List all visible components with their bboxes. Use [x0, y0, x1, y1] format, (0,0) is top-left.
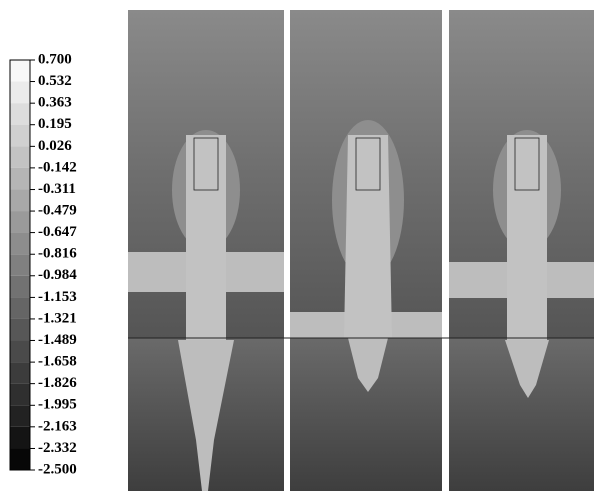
colorbar-band — [10, 125, 30, 147]
colorbar-band — [10, 233, 30, 255]
colorbar-band — [10, 82, 30, 104]
colorbar-band — [10, 297, 30, 319]
figure: 0.700 0.532 0.363 0.195 0.026 -0.142 -0.311 -0.… — [0, 0, 594, 491]
colorbar-band — [10, 405, 30, 427]
colorbar-tick-label: -0.647 — [38, 224, 77, 240]
colorbar-tick-label: -2.332 — [38, 440, 77, 456]
colorbar-band — [10, 276, 30, 298]
panel — [449, 10, 594, 491]
colorbar-band — [10, 254, 30, 276]
colorbar-band — [10, 319, 30, 341]
panel — [290, 10, 442, 491]
colorbar-band — [10, 362, 30, 384]
colorbar-tick-label: -1.153 — [38, 289, 77, 305]
colorbar-tick-label: -0.479 — [38, 202, 77, 218]
colorbar-band — [10, 168, 30, 190]
colorbar-tick-label: -0.142 — [38, 159, 77, 175]
contour-panels — [128, 10, 594, 491]
colorbar-tick-label: -1.321 — [38, 310, 77, 326]
colorbar-tick-label: 0.026 — [38, 138, 72, 154]
colorbar-tick-label: -0.984 — [38, 267, 77, 283]
colorbar-tick-label: 0.532 — [38, 73, 72, 89]
colorbar-tick-label: -2.500 — [38, 461, 77, 477]
colorbar-tick-label: -1.489 — [38, 332, 77, 348]
colorbar: 0.700 0.532 0.363 0.195 0.026 -0.142 -0.311 -0.… — [10, 51, 77, 477]
colorbar-tick-label: 0.195 — [38, 116, 72, 132]
colorbar-band — [10, 427, 30, 449]
colorbar-tick-label: 0.700 — [38, 51, 72, 67]
colorbar-tick-label: -0.311 — [38, 181, 76, 197]
colorbar-band — [10, 448, 30, 470]
colorbar-tick-label: -0.816 — [38, 246, 77, 262]
colorbar-tick-label: -1.658 — [38, 354, 77, 370]
colorbar-band — [10, 103, 30, 125]
colorbar-band — [10, 384, 30, 406]
colorbar-band — [10, 60, 30, 82]
colorbar-tick-label: -2.163 — [38, 418, 77, 434]
colorbar-band — [10, 146, 30, 168]
colorbar-tick-label: 0.363 — [38, 95, 72, 111]
colorbar-band — [10, 340, 30, 362]
colorbar-tick-label: -1.995 — [38, 397, 77, 413]
panel — [128, 10, 284, 491]
colorbar-band — [10, 211, 30, 233]
colorbar-tick-label: -1.826 — [38, 375, 77, 391]
colorbar-band — [10, 190, 30, 212]
